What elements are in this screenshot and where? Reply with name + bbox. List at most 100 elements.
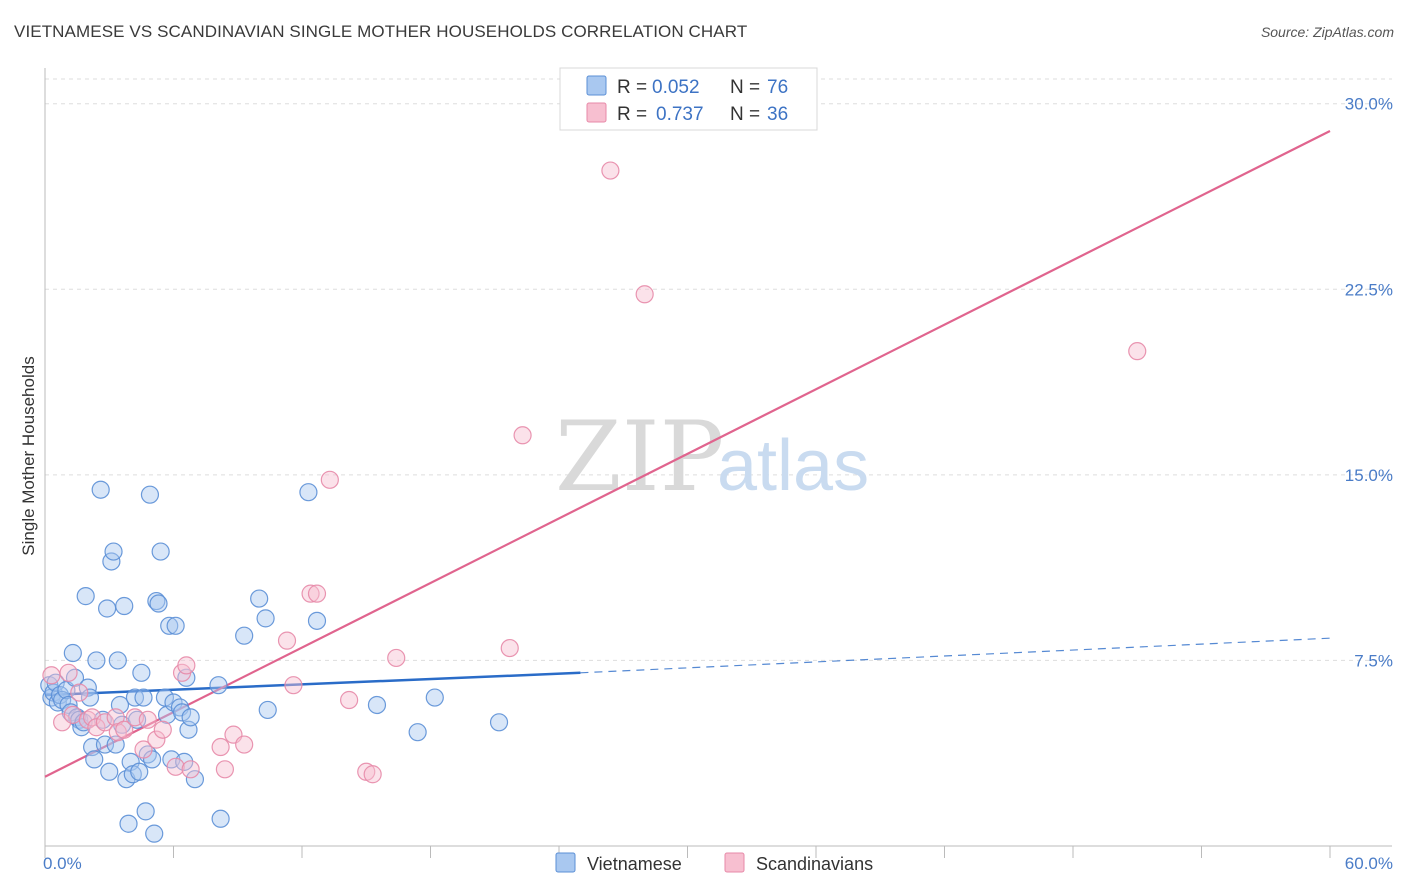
vietnamese-point (307, 611, 327, 630)
vietnamese-point (76, 587, 95, 606)
vietnamese-point (172, 703, 192, 722)
scandinavian-point (307, 584, 327, 603)
vietnamese-point (127, 710, 147, 729)
scandinavian-point (87, 718, 106, 737)
vietnamese-point (258, 700, 277, 720)
vietnamese-point (80, 688, 100, 707)
tick-label-layer: 7.5% 15.0% 22.5% 30.0% 0.0% 60.0% (43, 95, 1393, 873)
points-layer (40, 161, 1147, 843)
scandinavian-point (1128, 342, 1147, 361)
scandinavian-point (235, 735, 254, 754)
scandinavian-point (500, 638, 519, 658)
y-axis-title: Single Mother Households (19, 356, 38, 555)
vietnamese-point (136, 802, 155, 821)
chart-source: Source: ZipAtlas.com (1260, 24, 1394, 40)
bottom-legend: Vietnamese Scandinavians (555, 852, 873, 874)
x-tick-label-min: 0.0% (43, 854, 82, 873)
vietnamese-point (130, 762, 149, 781)
y-tick-label: 15.0% (1345, 466, 1393, 485)
vietnamese-point (166, 616, 185, 635)
scandinavian-point (138, 710, 157, 729)
legend-n-value-vietnamese: 76 (767, 77, 788, 98)
scandinavian-point (284, 676, 303, 695)
scandinavian-point (277, 631, 297, 650)
watermark-zip: ZIP (555, 401, 724, 513)
vietnamese-point (181, 708, 200, 727)
vietnamese-point (489, 713, 509, 732)
scandinavian-point (106, 708, 125, 727)
scandinavian-point (115, 720, 134, 739)
scandinavian-point (53, 713, 72, 732)
vietnamese-point (134, 688, 153, 707)
scandinavian-point (340, 690, 359, 710)
axes-layer (44, 68, 1392, 858)
vietnamese-point (250, 589, 269, 608)
chart-title: VIETNAMESE VS SCANDINAVIAN SINGLE MOTHER… (14, 22, 748, 41)
vietnamese-point (209, 676, 228, 695)
vietnamese-point (104, 542, 123, 561)
legend-r-value-vietnamese: 0.052 (652, 77, 700, 98)
vietnamese-point (95, 735, 115, 754)
vietnamese-point (367, 695, 387, 715)
scandinavian-point (215, 760, 234, 779)
vietnamese-point (85, 750, 104, 769)
scandinavian-point (177, 656, 196, 675)
scandinavian-point (70, 683, 89, 702)
scandinavian-point (166, 757, 185, 776)
scandinavian-point (320, 470, 339, 489)
scandinavian-point (95, 713, 115, 732)
scandinavian-point (387, 648, 406, 668)
scandinavian-point (134, 740, 153, 759)
y-tick-label: 22.5% (1345, 280, 1393, 299)
x-tick-label-max: 60.0% (1345, 854, 1393, 873)
vietnamese-point (256, 609, 275, 628)
vietnamese-point (91, 480, 110, 499)
vietnamese-point (149, 594, 168, 613)
scandinavian-point (635, 285, 654, 304)
vietnamese-point (235, 626, 254, 645)
bottom-legend-swatch-vietnamese (555, 852, 576, 873)
scandinavian-trend-line (44, 129, 1331, 778)
vietnamese-point (185, 770, 205, 789)
bottom-legend-swatch-scandinavian (724, 852, 745, 873)
vietnamese-point (299, 483, 318, 502)
watermark: ZIP atlas (555, 401, 869, 513)
vietnamese-point (98, 599, 117, 618)
legend-n-label-vietnamese: N = (730, 77, 760, 98)
vietnamese-point (63, 643, 82, 663)
vietnamese-trend-line (44, 671, 581, 697)
top-legend: R = 0.052 N = 76 R = 0.737 N = 36 (559, 67, 818, 131)
scandinavian-point (59, 663, 78, 682)
scandinavian-point (363, 765, 382, 784)
vietnamese-point (59, 695, 78, 715)
y-tick-label: 7.5% (1354, 651, 1393, 670)
vietnamese-point (132, 663, 151, 682)
vietnamese-trend-extension (580, 637, 1331, 674)
vietnamese-point (87, 651, 106, 670)
scandinavian-point (153, 720, 172, 739)
legend-r-label-vietnamese: R = (617, 77, 647, 98)
scandinavian-point (513, 426, 532, 445)
vietnamese-point (145, 824, 164, 843)
vietnamese-point (115, 596, 134, 616)
legend-n-value-scandinavian: 36 (767, 104, 788, 125)
vietnamese-point (175, 752, 194, 771)
vietnamese-point (140, 485, 160, 504)
vietnamese-point (100, 762, 119, 781)
trend-layer (44, 129, 1331, 778)
legend-r-value-scandinavian: 0.737 (656, 104, 704, 125)
vietnamese-point (151, 542, 170, 561)
legend-swatch-vietnamese (586, 75, 607, 96)
scandinavian-point (42, 666, 61, 685)
vietnamese-point (160, 616, 179, 635)
scandinavian-point (147, 730, 166, 749)
vietnamese-point (147, 591, 166, 611)
scandinavian-point (211, 737, 230, 757)
vietnamese-point (211, 809, 230, 828)
legend-r-label-scandinavian: R = (617, 104, 647, 125)
vietnamese-point (119, 814, 138, 833)
y-tick-label: 30.0% (1345, 95, 1393, 114)
legend-n-label-scandinavian: N = (730, 104, 760, 125)
vietnamese-point (408, 723, 427, 742)
